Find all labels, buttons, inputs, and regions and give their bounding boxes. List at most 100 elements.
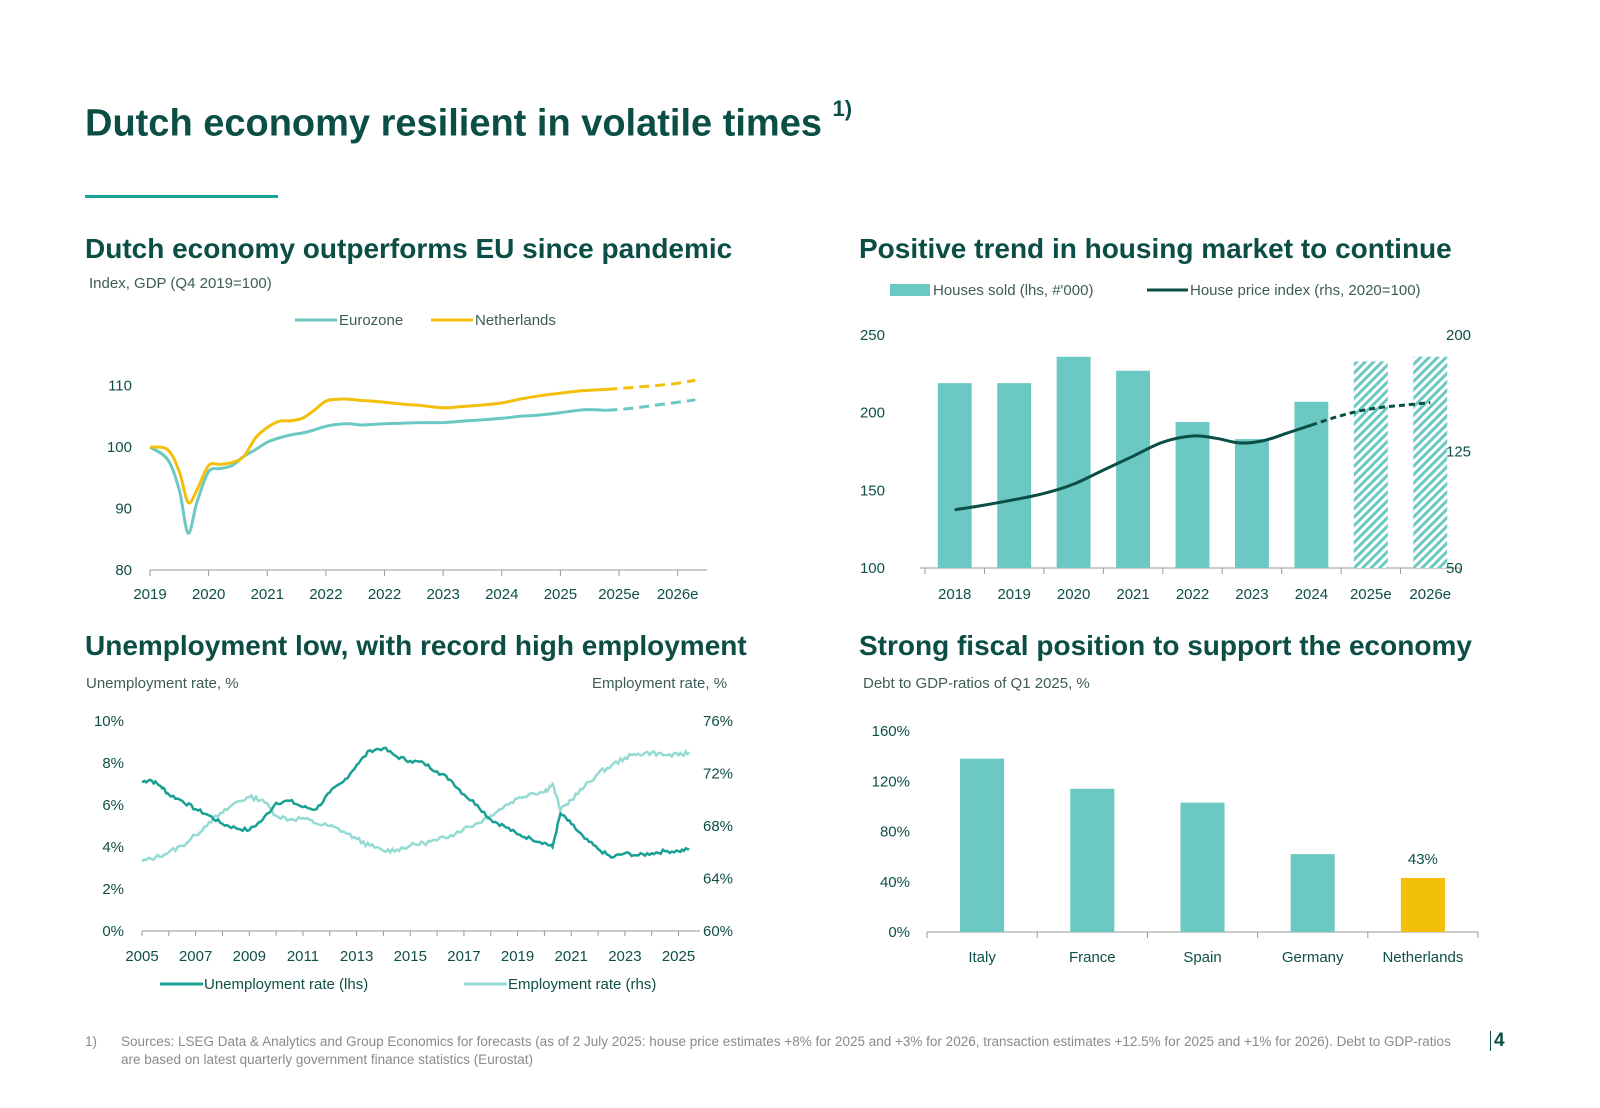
footnote-text: Sources: LSEG Data & Analytics and Group…: [121, 1034, 1451, 1067]
labour-x-tick-label: 2023: [608, 948, 641, 965]
debt-bar-spain: [1180, 802, 1225, 932]
labour-chart: 2005 2007 2009 2011 2013 2015 2017 2019 2021 2023…: [94, 713, 733, 993]
housing-legend-bar-label: Houses sold (lhs, #'000): [933, 282, 1093, 299]
gdp-x-tick-label: 2022: [368, 586, 401, 603]
gdp-chart-subtitle: Index, GDP (Q4 2019=100): [89, 275, 272, 292]
debt-x-tick-label: Spain: [1183, 949, 1221, 966]
gdp-y-tick-label: 90: [115, 501, 132, 518]
labour-x-tick-label: 2013: [340, 948, 373, 965]
employment-rate-line: [141, 749, 691, 863]
labour-x-tick-label: 2025: [662, 948, 695, 965]
gdp-x-tick-label: 2022: [309, 586, 342, 603]
housing-bar-2024: [1294, 401, 1329, 568]
debt-data-label: 43%: [1408, 851, 1438, 868]
housing-x-tick-label: 2018: [938, 586, 971, 603]
debt-chart-title: Strong fiscal position to support the ec…: [859, 630, 1472, 661]
labour-y2-tick-label: 64%: [703, 871, 733, 888]
gdp-x-tick-label: 2021: [251, 586, 284, 603]
title-footnote-ref: 1): [832, 96, 853, 121]
labour-x-tick-label: 2021: [555, 948, 588, 965]
labour-y-tick-label: 6%: [102, 797, 124, 814]
debt-y-tick-label: 0%: [888, 924, 910, 941]
debt-y-tick-label: 120%: [872, 773, 910, 790]
labour-legend-emp-label: Employment rate (rhs): [508, 976, 656, 993]
housing-legend-bar-swatch: [890, 284, 930, 296]
housing-y-tick-label: 250: [860, 327, 885, 344]
gdp-series-eurozone-line: [149, 408, 608, 535]
labour-y2-tick-label: 72%: [703, 766, 733, 783]
debt-x-tick-label: Italy: [968, 949, 996, 966]
housing-x-tick-label: 2019: [997, 586, 1030, 603]
gdp-x-tick-label: 2025: [544, 586, 577, 603]
housing-y-tick-label: 150: [860, 482, 885, 499]
labour-x-tick-label: 2011: [287, 948, 319, 965]
gdp-series-netherlands-line: [149, 387, 608, 505]
housing-bar-2018: [937, 383, 972, 568]
labour-y2-tick-label: 76%: [703, 713, 733, 730]
gdp-chart: Eurozone Netherlands 2019 2020 2021 2022 2022…: [107, 312, 707, 603]
gdp-chart-title: Dutch economy outperforms EU since pande…: [85, 233, 733, 264]
housing-x-tick-label: 2025e: [1350, 586, 1392, 603]
housing-legend-line-label: House price index (rhs, 2020=100): [1190, 282, 1421, 299]
housing-y-tick-label: 200: [860, 405, 885, 422]
labour-x-tick-label: 2005: [125, 948, 158, 965]
page-title: Dutch economy resilient in volatile time…: [85, 96, 852, 146]
debt-y-tick-label: 40%: [880, 874, 910, 891]
debt-x-tick-label: France: [1069, 949, 1116, 966]
labour-y2-tick-label: 60%: [703, 923, 733, 940]
debt-bar-germany: [1290, 854, 1335, 932]
gdp-y-tick-label: 80: [115, 562, 132, 579]
housing-bar-2023: [1235, 439, 1269, 568]
debt-y-tick-label: 160%: [872, 723, 910, 740]
gdp-x-tick-label: 2020: [192, 586, 225, 603]
housing-bar-2020: [1056, 356, 1091, 568]
labour-y-tick-label: 2%: [102, 881, 124, 898]
housing-x-tick-label: 2020: [1057, 586, 1090, 603]
gdp-legend-label: Eurozone: [339, 312, 403, 329]
labour-x-tick-label: 2017: [447, 948, 480, 965]
page-number-divider: [1490, 1031, 1491, 1051]
gdp-legend-label: Netherlands: [475, 312, 556, 329]
housing-x-tick-label: 2024: [1295, 586, 1328, 603]
labour-y-tick-label: 8%: [102, 755, 124, 772]
housing-y2-tick-label: 125: [1446, 444, 1471, 461]
gdp-series-netherlands-forecast: [607, 378, 696, 391]
unemployment-rate-line: [141, 746, 690, 859]
housing-x-tick-label: 2021: [1116, 586, 1149, 603]
gdp-y-tick-label: 100: [107, 439, 132, 456]
labour-chart-title: Unemployment low, with record high emplo…: [85, 630, 747, 661]
debt-bar-france: [1070, 788, 1115, 932]
housing-x-tick-label: 2026e: [1409, 586, 1451, 603]
debt-x-tick-label: Netherlands: [1382, 949, 1463, 966]
labour-legend-unemp-label: Unemployment rate (lhs): [204, 976, 368, 993]
labour-y-tick-label: 0%: [102, 923, 124, 940]
gdp-x-tick-label: 2024: [485, 586, 518, 603]
housing-x-tick-label: 2023: [1235, 586, 1268, 603]
labour-rhs-subtitle: Employment rate, %: [592, 675, 728, 692]
housing-y2-tick-label: 50: [1446, 560, 1463, 577]
housing-x-tick-label: 2022: [1176, 586, 1209, 603]
house-price-index-line: [954, 423, 1312, 512]
gdp-x-tick-label: 2025e: [598, 586, 640, 603]
labour-y2-tick-label: 68%: [703, 818, 733, 835]
debt-x-tick-label: Germany: [1282, 949, 1344, 966]
labour-x-tick-label: 2007: [179, 948, 212, 965]
page-number: 4: [1494, 1030, 1505, 1051]
housing-chart-title: Positive trend in housing market to cont…: [859, 233, 1452, 264]
gdp-x-tick-label: 2023: [426, 586, 459, 603]
gdp-x-tick-label: 2026e: [657, 586, 699, 603]
labour-x-tick-label: 2009: [233, 948, 266, 965]
housing-bar-2025e: [1353, 361, 1388, 568]
debt-chart: Italy France Spain Germany Netherlands 0% 40% 8…: [872, 723, 1479, 966]
footnote-marker: 1): [85, 1034, 98, 1049]
title-accent-line: [85, 195, 278, 198]
housing-y2-tick-label: 200: [1446, 327, 1471, 344]
housing-bar-2019: [997, 383, 1032, 568]
house-price-index-forecast: [1310, 401, 1431, 427]
labour-x-tick-label: 2015: [394, 948, 427, 965]
debt-bar-italy: [960, 758, 1005, 932]
housing-bar-2022: [1175, 421, 1210, 568]
housing-bar-2026e: [1413, 356, 1448, 568]
labour-lhs-subtitle: Unemployment rate, %: [86, 675, 239, 692]
debt-y-tick-label: 80%: [880, 824, 910, 841]
